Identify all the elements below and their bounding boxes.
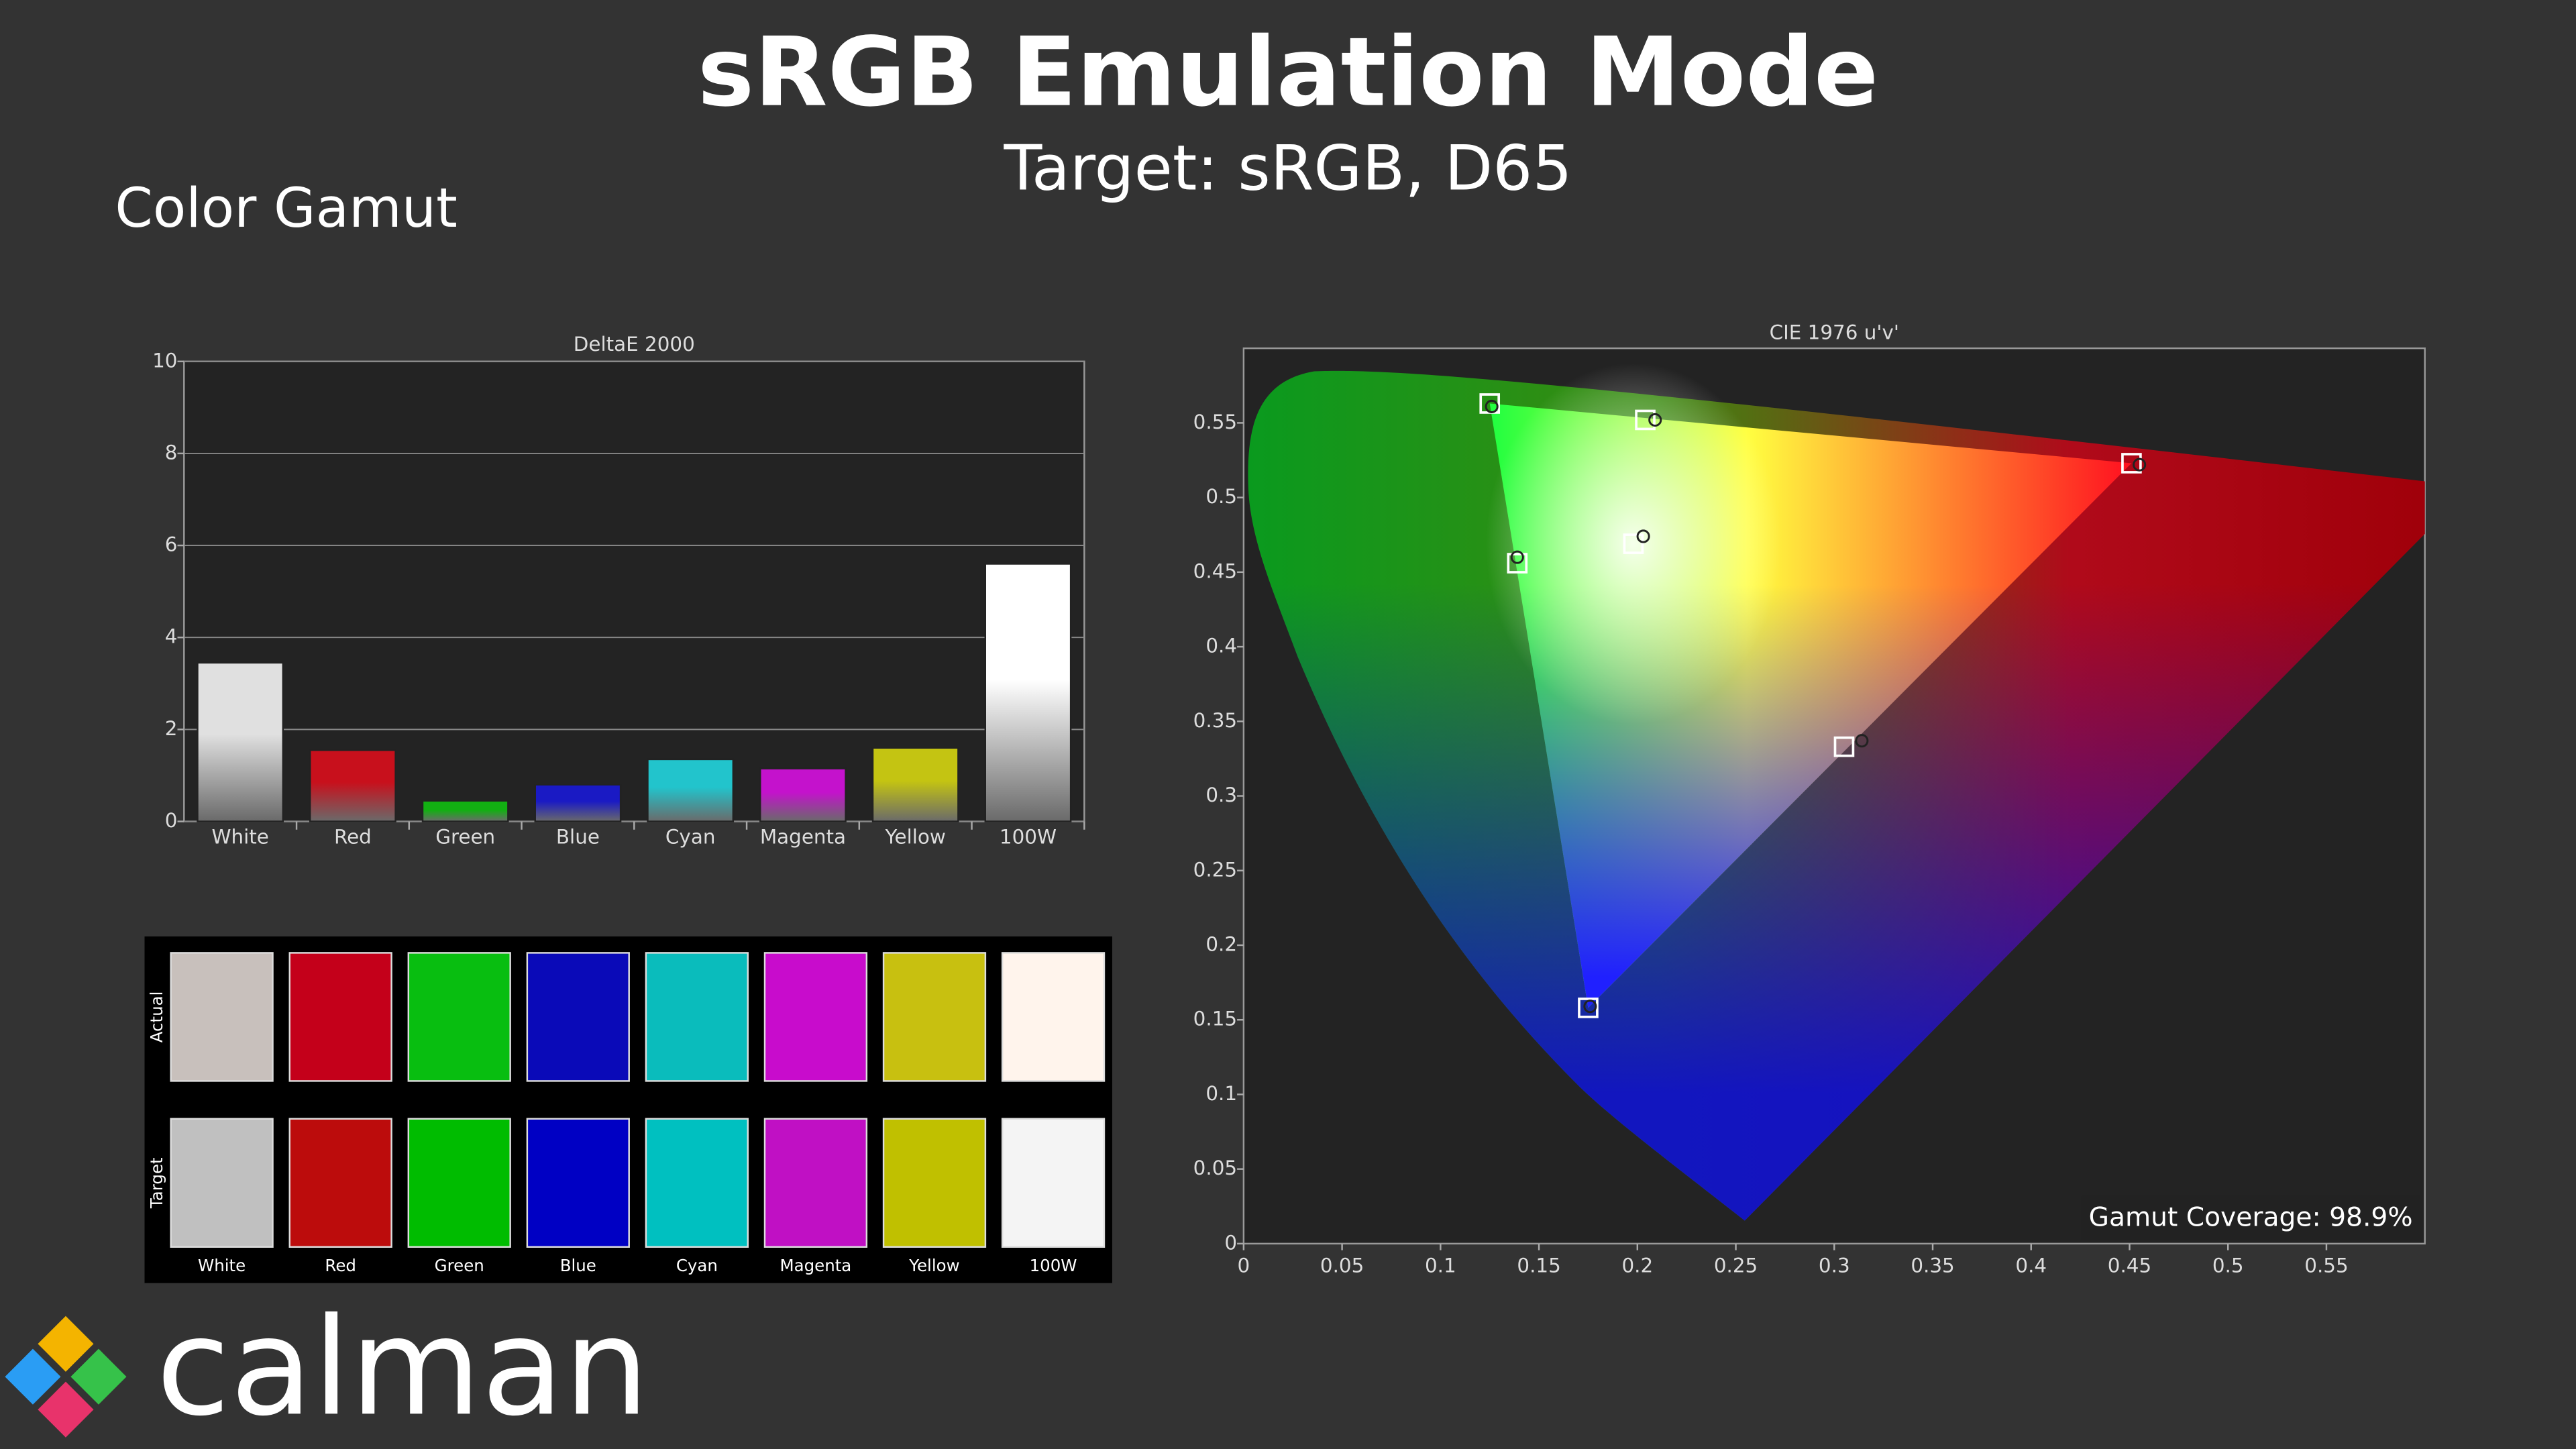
swatch-label: 100W	[1030, 1256, 1077, 1275]
y-tick-label: 0.1	[1205, 1082, 1237, 1105]
y-tick-label: 0.55	[1193, 411, 1237, 433]
swatch-label: White	[198, 1256, 246, 1275]
x-tick-label: 0.45	[2108, 1254, 2151, 1277]
section-title: Color Gamut	[115, 177, 457, 240]
target-point	[2121, 453, 2142, 474]
swatch	[1001, 1118, 1106, 1248]
x-tick-label: Green	[435, 825, 495, 848]
bar	[647, 758, 735, 822]
swatch	[526, 952, 630, 1082]
target-point	[1635, 409, 1656, 431]
white-glow	[1485, 363, 1782, 724]
swatch	[645, 952, 749, 1082]
y-tick-label: 0.05	[1193, 1157, 1237, 1179]
bar	[309, 749, 396, 822]
actual-point	[2133, 458, 2147, 472]
x-tick-label: 100W	[1000, 825, 1057, 848]
x-tick-label: Cyan	[665, 825, 716, 848]
y-tick-label: 6	[165, 533, 178, 556]
target-point	[1578, 998, 1599, 1018]
bar	[984, 563, 1072, 822]
y-tick-label: 8	[165, 441, 178, 464]
swatch	[763, 1118, 868, 1248]
x-tick-label: 0.15	[1517, 1254, 1560, 1277]
x-tick-label: 0.2	[1621, 1254, 1653, 1277]
y-tick-label: 2	[165, 717, 178, 740]
swatch	[1001, 952, 1106, 1082]
swatch-label: Cyan	[676, 1256, 718, 1275]
y-tick-label: 10	[152, 349, 177, 372]
x-tick-label: 0.35	[1911, 1254, 1954, 1277]
x-tick-label: 0.05	[1320, 1254, 1364, 1277]
swatch	[407, 1118, 511, 1248]
x-tick-label: 0.4	[2015, 1254, 2047, 1277]
x-tick-label: Magenta	[760, 825, 846, 848]
y-tick-label: 0.25	[1193, 858, 1237, 881]
actual-point	[1583, 1000, 1597, 1014]
bar	[759, 767, 847, 822]
swatch	[645, 1118, 749, 1248]
swatch	[882, 1118, 987, 1248]
y-tick-label: 0.2	[1205, 932, 1237, 955]
swatch-label: Yellow	[908, 1256, 959, 1275]
actual-point	[1636, 529, 1650, 543]
y-tick-label: 0	[1224, 1231, 1237, 1254]
y-tick-label: 0.5	[1205, 485, 1237, 508]
target-point	[1833, 736, 1855, 757]
bar	[421, 800, 509, 822]
swatch-label: Red	[325, 1256, 356, 1275]
y-tick-label: 0.3	[1205, 784, 1237, 806]
x-tick-label: Yellow	[884, 825, 945, 848]
x-tick-label: 0.55	[2304, 1254, 2348, 1277]
logo-icon	[5, 1316, 127, 1438]
swatch	[170, 952, 274, 1082]
logo-text: calman	[156, 1289, 649, 1446]
swatch	[288, 952, 392, 1082]
x-tick-label: White	[211, 825, 268, 848]
swatch-label: Green	[435, 1256, 484, 1275]
x-tick-label: Red	[334, 825, 372, 848]
x-tick-label: 0.25	[1714, 1254, 1758, 1277]
swatch	[407, 952, 511, 1082]
swatch	[526, 1118, 630, 1248]
y-tick-label: 4	[165, 625, 178, 648]
swatch	[882, 952, 987, 1082]
swatch	[288, 1118, 392, 1248]
y-tick-label: 0	[165, 809, 178, 832]
chart-title: CIE 1976 u'v'	[1770, 321, 1899, 344]
chart-title: DeltaE 2000	[574, 333, 695, 356]
x-tick-label: Blue	[556, 825, 600, 848]
swatch	[763, 952, 868, 1082]
target-point	[1623, 533, 1644, 554]
x-tick-label: 0.1	[1425, 1254, 1456, 1277]
y-tick-label: 0.45	[1193, 559, 1237, 582]
actual-point	[1648, 413, 1662, 427]
title: sRGB Emulation Mode	[698, 17, 1878, 128]
swatch-label: Blue	[560, 1256, 596, 1275]
bar-plot-area	[183, 360, 1085, 822]
target-point	[1507, 553, 1528, 574]
y-tick-label: 0.4	[1205, 635, 1237, 657]
bar	[197, 661, 284, 822]
subtitle: Target: sRGB, D65	[1003, 132, 1572, 205]
row-label: Target	[147, 1157, 166, 1209]
bar	[534, 784, 622, 822]
y-tick-label: 0.35	[1193, 709, 1237, 732]
cie-layer	[1479, 363, 2147, 1018]
y-tick-label: 0.15	[1193, 1008, 1237, 1030]
bar	[871, 747, 959, 822]
annotation-box	[2081, 1195, 2420, 1240]
actual-point	[1855, 734, 1869, 748]
swatch-label: Magenta	[780, 1256, 852, 1275]
row-label: Actual	[147, 991, 166, 1043]
x-tick-label: 0	[1238, 1254, 1250, 1277]
annotation: Gamut Coverage: 98.9%	[2089, 1203, 2413, 1233]
x-tick-label: 0.3	[1819, 1254, 1850, 1277]
swatch	[170, 1118, 274, 1248]
x-tick-label: 0.5	[2212, 1254, 2244, 1277]
actual-point	[1510, 550, 1524, 564]
actual-point	[1485, 399, 1499, 413]
